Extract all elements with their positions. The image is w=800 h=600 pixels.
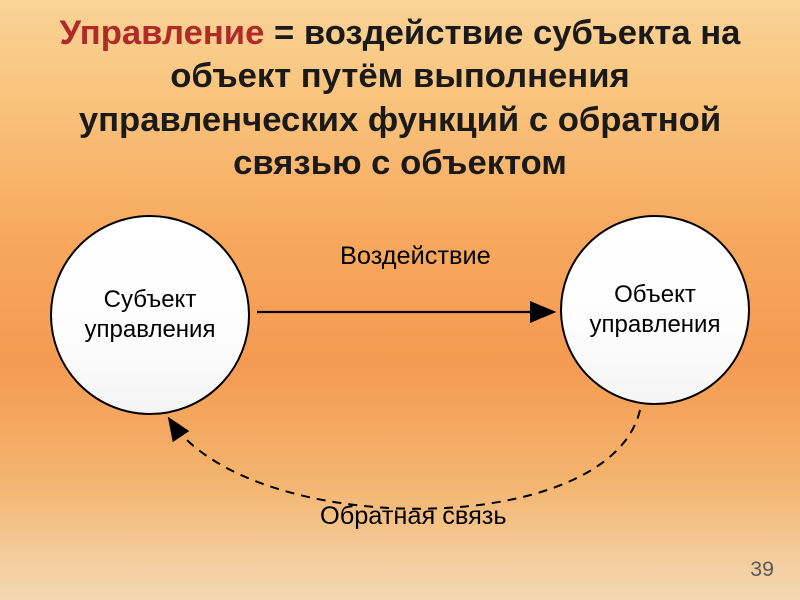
management-diagram: Субъект управления Объект управления Воз… xyxy=(30,170,770,550)
page-number: 39 xyxy=(750,557,774,582)
edge-feedback-label: Обратная связь xyxy=(320,502,507,531)
edge-feedback xyxy=(30,170,770,550)
slide-title: Управление = воздействие субъекта на объ… xyxy=(0,0,800,185)
title-highlight: Управление xyxy=(60,14,265,52)
